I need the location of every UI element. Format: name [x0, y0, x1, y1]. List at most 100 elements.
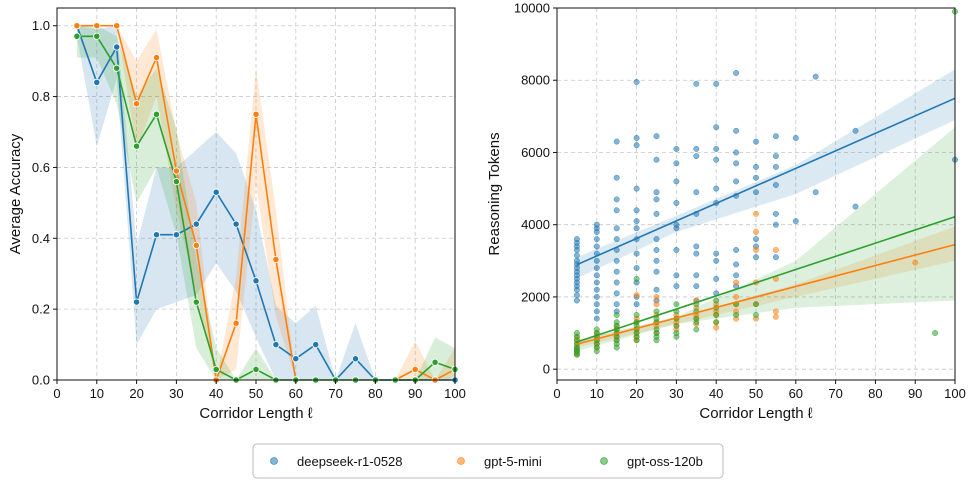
- gpt-5-mini-token-point: [713, 324, 720, 331]
- gpt-oss-120b-token-point: [673, 322, 680, 329]
- gpt-oss-120b-token-point: [713, 297, 720, 304]
- deepseek-r1-0528-token-point: [653, 133, 660, 140]
- gpt-5-mini-token-point: [753, 247, 759, 253]
- deepseek-r1-0528-token-point: [693, 283, 700, 290]
- gpt-5-mini-token-point: [733, 293, 740, 300]
- tokens-chart: 0 10 20 30 40 50 60 70 80 90 100 0 2000 4000 6000 8000…: [486, 1, 966, 423]
- legend-marker-gpt-oss: [600, 457, 608, 465]
- deepseek-r1-0528-token-point: [593, 272, 600, 279]
- tokens-y-axis-title: Reasoning Tokens: [486, 132, 503, 255]
- gpt-5-mini-ci-band: [76, 25, 296, 380]
- deepseek-r1-0528-token-point: [613, 279, 620, 286]
- deepseek-r1-0528-token-point: [653, 156, 660, 163]
- deepseek-r1-0528-token-point: [653, 210, 660, 217]
- deepseek-r1-0528-token-point: [573, 292, 580, 299]
- deepseek-r1-0528-token-point: [593, 265, 600, 271]
- deepseek-r1-0528-token-point: [673, 283, 680, 290]
- deepseek-r1-0528-token-point: [613, 290, 620, 297]
- deepseek-r1-0528-token-point: [713, 124, 720, 131]
- tokens-x-tick-label: 20: [629, 386, 643, 401]
- gpt-oss-120b-accuracy-point: [212, 365, 220, 374]
- deepseek-r1-0528-token-point: [753, 254, 759, 261]
- accuracy-x-tick-label: 10: [90, 386, 104, 401]
- deepseek-r1-0528-token-point: [633, 207, 640, 214]
- accuracy-bands: [76, 25, 456, 380]
- deepseek-r1-0528-token-point: [733, 247, 740, 253]
- gpt-5-mini-ci-band: [395, 341, 455, 380]
- deepseek-r1-0528-token-point: [772, 133, 779, 140]
- deepseek-r1-0528-token-point: [633, 142, 640, 149]
- deepseek-r1-0528-token-point: [753, 174, 759, 181]
- tokens-y-tick-label: 4000: [521, 217, 550, 232]
- accuracy-y-tick-label: 0.4: [32, 231, 50, 246]
- deepseek-r1-0528-token-point: [593, 279, 600, 286]
- gpt-5-mini-accuracy-point: [192, 241, 200, 250]
- tokens-x-ticks: 0 10 20 30 40 50 60 70 80 90 100: [553, 380, 966, 401]
- deepseek-r1-0528-token-point: [613, 225, 620, 232]
- deepseek-r1-0528-token-point: [733, 127, 740, 134]
- tokens-points: [573, 8, 958, 358]
- deepseek-r1-0528-token-point: [733, 261, 740, 268]
- deepseek-r1-0528-token-point: [653, 257, 660, 264]
- accuracy-y-tick-label: 0.0: [32, 373, 50, 388]
- gpt-5-mini-accuracy-point: [73, 22, 81, 30]
- deepseek-r1-0528-accuracy-point: [93, 78, 101, 87]
- deepseek-r1-0528-token-point: [733, 70, 740, 76]
- deepseek-r1-0528-token-point: [693, 153, 700, 160]
- deepseek-r1-0528-token-point: [613, 301, 620, 308]
- deepseek-r1-0528-token-point: [772, 210, 779, 217]
- gpt-oss-120b-ci-band: [76, 25, 456, 380]
- gpt-5-mini-fit-line: [576, 243, 956, 345]
- deepseek-r1-0528-token-point: [633, 250, 640, 257]
- gpt-5-mini-token-point: [772, 247, 779, 253]
- deepseek-r1-0528-accuracy-point: [212, 188, 220, 196]
- accuracy-x-axis-title: Corridor Length ℓ: [199, 405, 312, 422]
- gpt-oss-120b-accuracy-point: [152, 110, 161, 118]
- accuracy-x-tick-label: 70: [328, 386, 342, 401]
- deepseek-r1-0528-token-point: [673, 272, 680, 279]
- gpt-5-mini-token-point: [733, 279, 740, 286]
- deepseek-r1-0528-token-point: [733, 178, 740, 185]
- deepseek-r1-0528-token-point: [593, 236, 600, 243]
- deepseek-r1-0528-token-point: [593, 257, 600, 264]
- deepseek-r1-0528-token-point: [613, 236, 620, 243]
- deepseek-r1-0528-token-point: [593, 301, 600, 308]
- gpt-5-mini-accuracy-point: [411, 365, 419, 374]
- gpt-oss-120b-token-point: [633, 275, 640, 282]
- deepseek-r1-0528-token-point: [772, 182, 779, 188]
- deepseek-r1-0528-token-point: [693, 250, 700, 257]
- deepseek-r1-0528-token-point: [593, 293, 600, 300]
- deepseek-r1-0528-token-point: [713, 80, 720, 87]
- gpt-oss-120b-accuracy-point: [132, 142, 141, 150]
- deepseek-r1-0528-token-point: [713, 275, 720, 282]
- gpt-5-mini-accuracy-point: [232, 319, 240, 327]
- gpt-oss-120b-fit-line: [576, 216, 956, 343]
- deepseek-r1-0528-token-point: [693, 80, 700, 87]
- gpt-oss-120b-accuracy-point: [113, 64, 121, 72]
- accuracy-x-tick-label: 40: [209, 386, 223, 401]
- accuracy-y-tick-label: 1.0: [32, 18, 50, 33]
- deepseek-r1-0528-token-point: [852, 203, 859, 210]
- accuracy-y-tick-label: 0.6: [32, 160, 50, 175]
- tokens-x-tick-label: 10: [590, 386, 604, 401]
- gpt-oss-120b-token-point: [932, 330, 939, 336]
- tokens-x-tick-label: 0: [553, 386, 560, 401]
- deepseek-r1-0528-token-point: [812, 73, 819, 80]
- tokens-y-ticks: 0 2000 4000 6000 8000 10000: [514, 1, 557, 377]
- gpt-oss-120b-accuracy-point: [431, 358, 439, 366]
- gpt-5-mini-accuracy-point: [172, 167, 181, 175]
- legend-label-gpt-oss: gpt-oss-120b: [627, 454, 703, 469]
- deepseek-r1-0528-token-point: [633, 301, 640, 308]
- tokens-x-axis-title: Corridor Length ℓ: [699, 405, 812, 422]
- deepseek-r1-0528-token-point: [753, 138, 759, 145]
- deepseek-r1-0528-token-point: [713, 145, 720, 152]
- gpt-oss-120b-token-point: [713, 312, 720, 318]
- deepseek-r1-0528-token-point: [613, 138, 620, 145]
- deepseek-r1-0528-token-point: [593, 225, 600, 232]
- tokens-y-tick-label: 6000: [521, 145, 550, 160]
- gpt-oss-120b-token-point: [653, 337, 660, 344]
- accuracy-x-tick-label: 50: [249, 386, 263, 401]
- deepseek-r1-0528-token-point: [673, 200, 680, 206]
- deepseek-r1-0528-accuracy-point: [252, 277, 260, 285]
- accuracy-y-tick-label: 0.2: [32, 302, 50, 317]
